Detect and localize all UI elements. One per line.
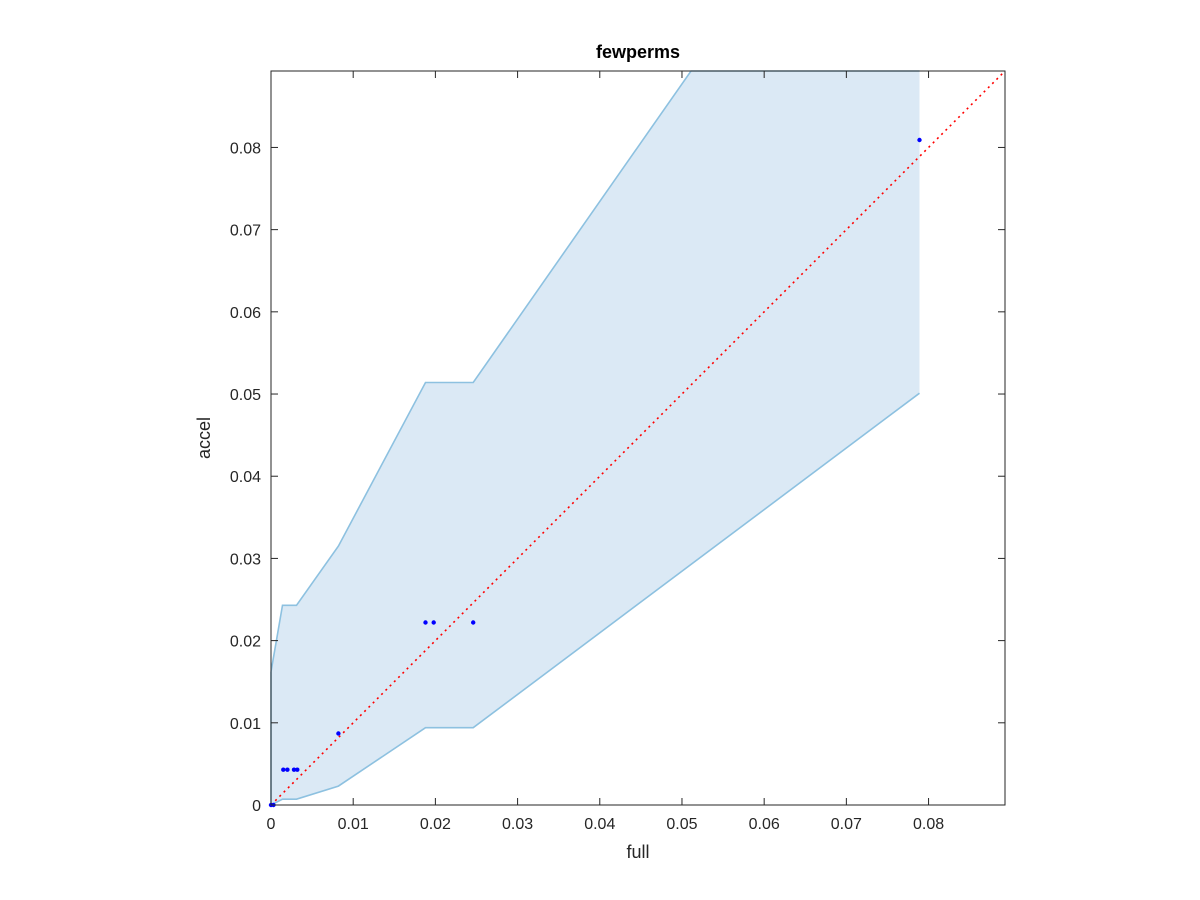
y-tick-label: 0.06 xyxy=(230,305,261,322)
y-tick-label: 0.01 xyxy=(230,716,261,733)
data-point xyxy=(285,767,290,772)
data-point xyxy=(281,767,286,772)
x-tick-label: 0.05 xyxy=(666,816,697,833)
reference-line xyxy=(270,70,1006,806)
band-lower-edge xyxy=(270,392,920,806)
data-point xyxy=(917,137,922,143)
x-tick-label: 0.03 xyxy=(502,816,533,833)
y-tick-label: 0.08 xyxy=(230,140,261,157)
y-axis-title: accel xyxy=(194,417,214,459)
data-point xyxy=(423,620,428,625)
x-tick-label: 0.04 xyxy=(584,816,615,833)
y-tick-label: 0.02 xyxy=(230,634,261,651)
y-tick-label: 0.04 xyxy=(230,469,261,486)
x-tick-label: 0.02 xyxy=(420,816,451,833)
x-tick-label: 0.07 xyxy=(831,816,862,833)
data-point xyxy=(295,767,300,772)
data-point xyxy=(291,767,297,772)
y-tick-label: 0.03 xyxy=(230,551,261,568)
y-tick-label: 0.07 xyxy=(230,223,261,240)
x-axis-title: full xyxy=(626,842,649,862)
confidence-band xyxy=(270,70,920,806)
data-point xyxy=(336,731,341,736)
y-axis-ticks: 0 0.01 0.02 0.03 0.04 0.05 0.06 0.07 0.08 xyxy=(230,140,1005,815)
data-point xyxy=(471,620,476,625)
y-tick-label: 0 xyxy=(252,798,261,815)
reference-line-group xyxy=(270,70,1006,806)
x-tick-label: 0.01 xyxy=(338,816,369,833)
band-upper-edge xyxy=(270,70,920,672)
x-tick-label: 0.06 xyxy=(749,816,780,833)
data-point xyxy=(431,620,436,625)
band-fill xyxy=(271,71,920,805)
axes-box xyxy=(270,70,1006,806)
chart-title: fewperms xyxy=(596,42,680,62)
x-tick-label: 0 xyxy=(267,816,276,833)
x-axis-ticks: 0 0.01 0.02 0.03 0.04 0.05 0.06 0.07 0.08 xyxy=(267,71,944,833)
x-tick-label: 0.08 xyxy=(913,816,944,833)
y-tick-label: 0.05 xyxy=(230,387,261,404)
